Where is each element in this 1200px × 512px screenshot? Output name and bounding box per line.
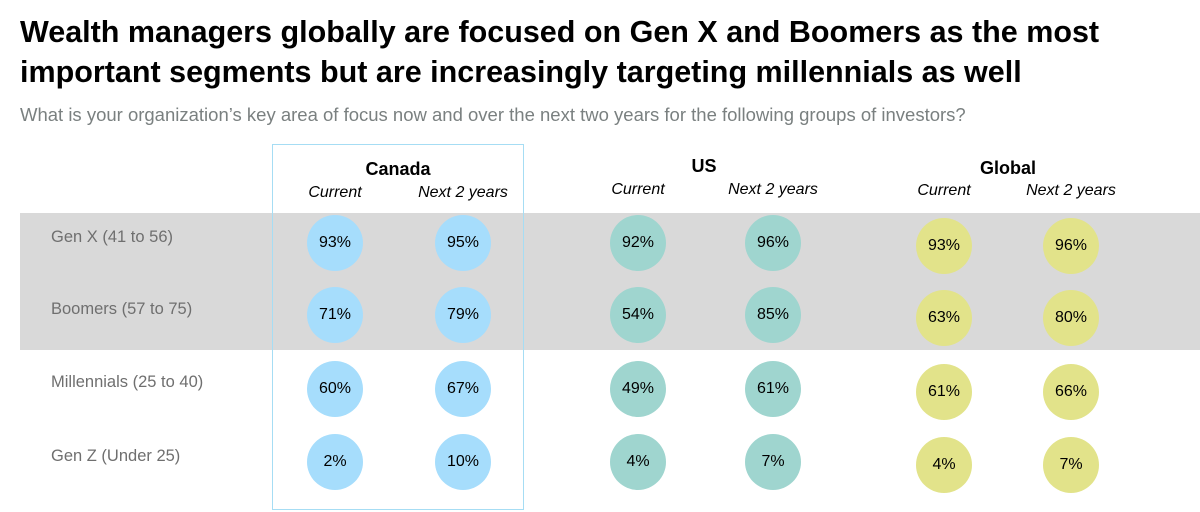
bubble-us-current-boomers-57-to-75: 54% (610, 287, 666, 343)
region-label-global: Global (979, 158, 1036, 178)
bubble-canada-current-millennials-25-to-40: 60% (307, 361, 363, 417)
bubble-canada-next-2-years-millennials-25-to-40: 67% (435, 361, 491, 417)
bubble-canada-current-gen-z-under-25: 2% (307, 434, 363, 490)
bubble-us-current-gen-x-41-to-56: 92% (610, 215, 666, 271)
row-label-gen-x-41-to-56: Gen X (41 to 56) (51, 228, 173, 246)
chart-title: Wealth managers globally are focused on … (20, 15, 1100, 89)
period-label-us-current: Current (611, 181, 665, 198)
bubble-canada-current-gen-x-41-to-56: 93% (307, 215, 363, 271)
bubble-canada-current-boomers-57-to-75: 71% (307, 287, 363, 343)
bubble-us-next-2-years-gen-x-41-to-56: 96% (745, 215, 801, 271)
chart-subtitle: What is your organization’s key area of … (20, 104, 966, 125)
bubble-canada-next-2-years-gen-z-under-25: 10% (435, 434, 491, 490)
row-label-boomers-57-to-75: Boomers (57 to 75) (51, 300, 193, 318)
bubble-global-next-2-years-boomers-57-to-75: 80% (1043, 290, 1099, 346)
row-label-gen-z-under-25: Gen Z (Under 25) (51, 447, 181, 465)
bubble-us-current-millennials-25-to-40: 49% (610, 361, 666, 417)
period-label-us-next-2-years: Next 2 years (728, 181, 818, 198)
bubble-global-current-gen-x-41-to-56: 93% (916, 218, 972, 274)
bubble-global-current-millennials-25-to-40: 61% (916, 364, 972, 420)
bubble-us-next-2-years-millennials-25-to-40: 61% (745, 361, 801, 417)
region-label-canada: Canada (365, 159, 431, 179)
period-label-canada-next-2-years: Next 2 years (418, 184, 508, 201)
bubble-global-next-2-years-gen-x-41-to-56: 96% (1043, 218, 1099, 274)
bubble-canada-next-2-years-boomers-57-to-75: 79% (435, 287, 491, 343)
bubble-global-current-boomers-57-to-75: 63% (916, 290, 972, 346)
period-label-canada-current: Current (308, 184, 362, 201)
bubble-global-next-2-years-millennials-25-to-40: 66% (1043, 364, 1099, 420)
bubble-global-current-gen-z-under-25: 4% (916, 437, 972, 493)
bubble-us-current-gen-z-under-25: 4% (610, 434, 666, 490)
shaded-row-band (20, 213, 1200, 350)
bubble-us-next-2-years-gen-z-under-25: 7% (745, 434, 801, 490)
region-label-us: US (691, 156, 717, 176)
period-label-global-current: Current (917, 182, 971, 199)
row-label-millennials-25-to-40: Millennials (25 to 40) (51, 373, 204, 391)
bubble-global-next-2-years-gen-z-under-25: 7% (1043, 437, 1099, 493)
bubble-canada-next-2-years-gen-x-41-to-56: 95% (435, 215, 491, 271)
period-label-global-next-2-years: Next 2 years (1026, 182, 1116, 199)
bubble-us-next-2-years-boomers-57-to-75: 85% (745, 287, 801, 343)
canada-highlight-box (272, 144, 524, 510)
